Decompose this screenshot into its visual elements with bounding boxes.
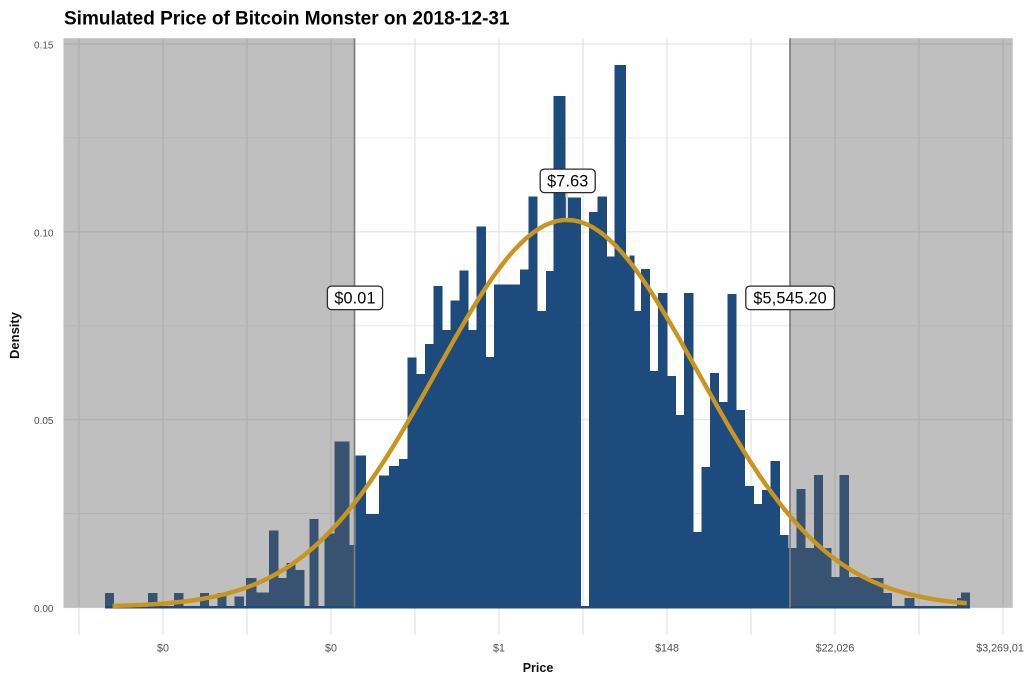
svg-text:Simulated Price of Bitcoin Mon: Simulated Price of Bitcoin Monster on 20… bbox=[64, 8, 510, 29]
svg-text:$0.01: $0.01 bbox=[334, 290, 375, 308]
svg-text:0.05: 0.05 bbox=[34, 416, 54, 427]
svg-text:0.10: 0.10 bbox=[34, 228, 54, 239]
svg-text:$148: $148 bbox=[655, 643, 679, 655]
svg-text:0.15: 0.15 bbox=[34, 41, 54, 52]
svg-text:$22,026: $22,026 bbox=[816, 643, 855, 655]
svg-text:$1: $1 bbox=[493, 643, 505, 655]
svg-text:$0: $0 bbox=[157, 643, 169, 655]
svg-text:$7.63: $7.63 bbox=[547, 173, 588, 191]
svg-text:Density: Density bbox=[7, 311, 22, 359]
svg-text:0.00: 0.00 bbox=[34, 604, 54, 615]
svg-text:$5,545.20: $5,545.20 bbox=[753, 290, 826, 308]
svg-text:$0: $0 bbox=[325, 643, 337, 655]
svg-text:$3,269,017: $3,269,017 bbox=[976, 643, 1024, 655]
svg-text:Price: Price bbox=[523, 661, 554, 675]
